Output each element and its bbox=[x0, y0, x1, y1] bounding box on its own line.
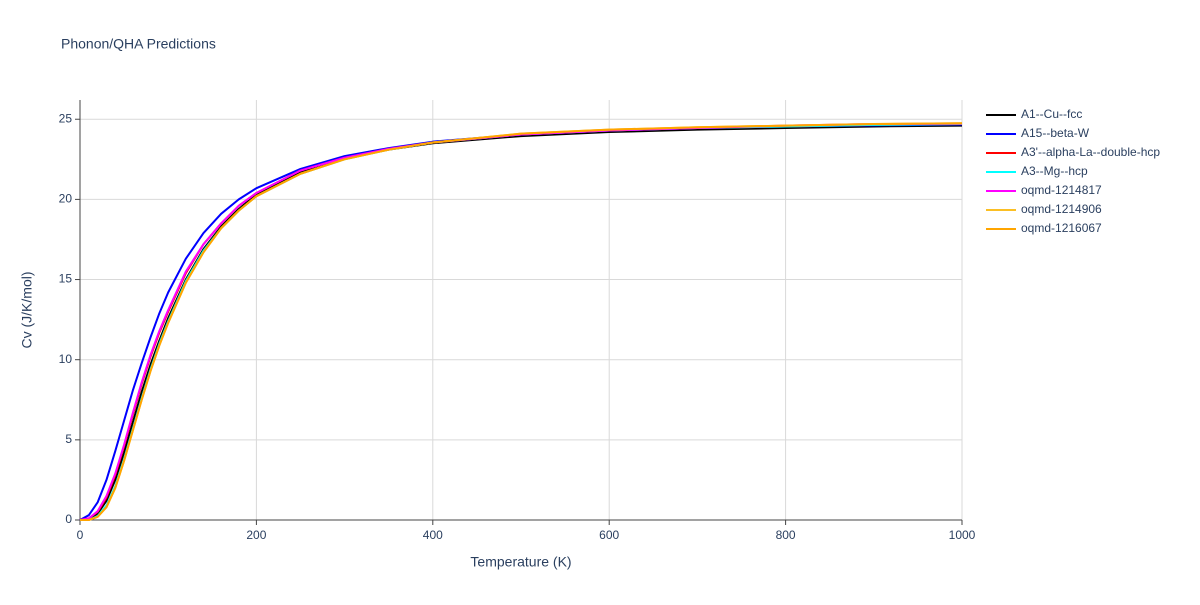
series-line bbox=[79, 124, 963, 521]
x-tick-label: 1000 bbox=[949, 528, 976, 542]
x-axis-title: Temperature (K) bbox=[470, 554, 571, 570]
y-tick-label: 15 bbox=[59, 272, 73, 286]
y-tick-label: 25 bbox=[59, 111, 73, 125]
series-line bbox=[79, 122, 963, 521]
y-tick-label: 5 bbox=[65, 432, 72, 446]
series-line bbox=[80, 122, 963, 521]
legend-label: A3'--alpha-La--double-hcp bbox=[1021, 145, 1160, 159]
legend-label: oqmd-1214817 bbox=[1021, 183, 1102, 197]
legend-label: A3--Mg--hcp bbox=[1021, 164, 1088, 178]
x-tick-label: 800 bbox=[776, 528, 796, 542]
series-line bbox=[80, 123, 963, 521]
y-axis-title: Cv (J/K/mol) bbox=[19, 272, 35, 349]
y-tick-label: 20 bbox=[59, 192, 73, 206]
legend-label: A15--beta-W bbox=[1021, 126, 1090, 140]
legend-label: A1--Cu--fcc bbox=[1021, 107, 1082, 121]
x-tick-label: 0 bbox=[77, 528, 84, 542]
series-line bbox=[80, 122, 963, 521]
legend-label: oqmd-1216067 bbox=[1021, 221, 1102, 235]
series-line bbox=[79, 123, 963, 521]
x-tick-label: 200 bbox=[246, 528, 266, 542]
series-line bbox=[79, 123, 963, 521]
chart-title: Phonon/QHA Predictions bbox=[61, 36, 216, 52]
x-tick-label: 600 bbox=[599, 528, 619, 542]
y-tick-label: 0 bbox=[65, 512, 72, 526]
x-tick-label: 400 bbox=[423, 528, 443, 542]
legend-label: oqmd-1214906 bbox=[1021, 202, 1102, 216]
y-tick-label: 10 bbox=[59, 352, 73, 366]
